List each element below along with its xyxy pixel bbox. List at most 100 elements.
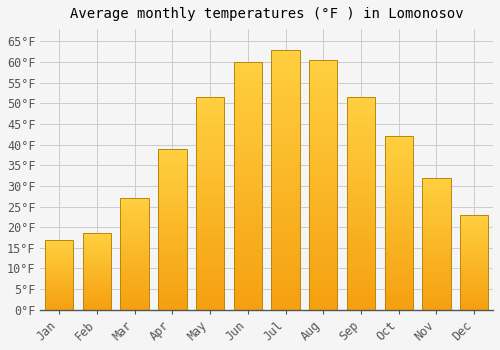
Bar bbox=[384, 195, 413, 199]
Bar bbox=[234, 126, 262, 131]
Bar bbox=[272, 148, 299, 154]
Bar bbox=[422, 228, 450, 230]
Bar bbox=[196, 250, 224, 254]
Bar bbox=[384, 282, 413, 286]
Bar bbox=[422, 236, 450, 238]
Bar bbox=[384, 150, 413, 154]
Bar bbox=[234, 201, 262, 206]
Bar bbox=[347, 127, 375, 131]
Bar bbox=[196, 106, 224, 110]
Bar bbox=[120, 281, 149, 283]
Bar bbox=[83, 281, 111, 282]
Bar bbox=[347, 152, 375, 157]
Bar bbox=[347, 118, 375, 122]
Bar bbox=[272, 133, 299, 138]
Bar bbox=[460, 222, 488, 224]
Bar bbox=[272, 86, 299, 91]
Bar bbox=[460, 232, 488, 234]
Bar bbox=[120, 299, 149, 301]
Bar bbox=[460, 298, 488, 300]
Bar bbox=[309, 65, 338, 70]
Bar bbox=[384, 161, 413, 164]
Bar bbox=[158, 281, 186, 284]
Bar bbox=[384, 240, 413, 244]
Bar bbox=[309, 120, 338, 125]
Bar bbox=[234, 240, 262, 245]
Bar bbox=[347, 229, 375, 233]
Bar bbox=[158, 216, 186, 219]
Bar bbox=[196, 220, 224, 225]
Bar bbox=[347, 284, 375, 288]
Bar bbox=[309, 130, 338, 135]
Bar bbox=[309, 90, 338, 95]
Bar bbox=[234, 97, 262, 102]
Bar bbox=[272, 216, 299, 221]
Bar bbox=[158, 287, 186, 290]
Bar bbox=[83, 307, 111, 308]
Bar bbox=[83, 264, 111, 265]
Bar bbox=[347, 135, 375, 140]
Bar bbox=[45, 258, 74, 259]
Bar bbox=[422, 178, 450, 310]
Bar bbox=[83, 259, 111, 261]
Bar bbox=[309, 180, 338, 185]
Bar bbox=[309, 165, 338, 170]
Bar bbox=[158, 197, 186, 200]
Bar bbox=[272, 107, 299, 112]
Bar bbox=[120, 305, 149, 308]
Bar bbox=[158, 219, 186, 223]
Bar bbox=[45, 278, 74, 279]
Bar bbox=[460, 245, 488, 247]
Bar bbox=[272, 65, 299, 70]
Bar bbox=[196, 152, 224, 157]
Bar bbox=[347, 191, 375, 195]
Bar bbox=[347, 293, 375, 297]
Bar bbox=[272, 55, 299, 60]
Bar bbox=[45, 289, 74, 290]
Bar bbox=[158, 248, 186, 252]
Bar bbox=[422, 188, 450, 191]
Bar bbox=[460, 289, 488, 291]
Bar bbox=[309, 250, 338, 255]
Bar bbox=[196, 242, 224, 246]
Bar bbox=[120, 218, 149, 220]
Bar bbox=[384, 219, 413, 223]
Bar bbox=[422, 209, 450, 212]
Bar bbox=[158, 297, 186, 300]
Bar bbox=[460, 270, 488, 272]
Bar bbox=[234, 181, 262, 186]
Bar bbox=[83, 308, 111, 310]
Bar bbox=[422, 233, 450, 236]
Bar bbox=[460, 251, 488, 253]
Bar bbox=[309, 175, 338, 180]
Bar bbox=[83, 290, 111, 292]
Bar bbox=[384, 136, 413, 310]
Bar bbox=[460, 247, 488, 249]
Bar bbox=[45, 276, 74, 278]
Bar bbox=[384, 171, 413, 175]
Bar bbox=[158, 152, 186, 155]
Bar bbox=[384, 244, 413, 247]
Bar bbox=[83, 272, 111, 273]
Bar bbox=[120, 263, 149, 265]
Bar bbox=[83, 236, 111, 238]
Bar bbox=[460, 285, 488, 287]
Bar bbox=[45, 287, 74, 289]
Bar bbox=[422, 186, 450, 188]
Bar bbox=[422, 191, 450, 194]
Bar bbox=[158, 203, 186, 207]
Bar bbox=[347, 263, 375, 267]
Bar bbox=[347, 195, 375, 199]
Bar bbox=[196, 114, 224, 118]
Bar bbox=[120, 201, 149, 203]
Bar bbox=[422, 296, 450, 299]
Bar bbox=[347, 216, 375, 221]
Bar bbox=[196, 276, 224, 280]
Bar bbox=[422, 286, 450, 289]
Bar bbox=[120, 247, 149, 250]
Bar bbox=[384, 140, 413, 143]
Bar bbox=[196, 102, 224, 106]
Bar bbox=[196, 131, 224, 135]
Bar bbox=[120, 287, 149, 290]
Bar bbox=[45, 286, 74, 287]
